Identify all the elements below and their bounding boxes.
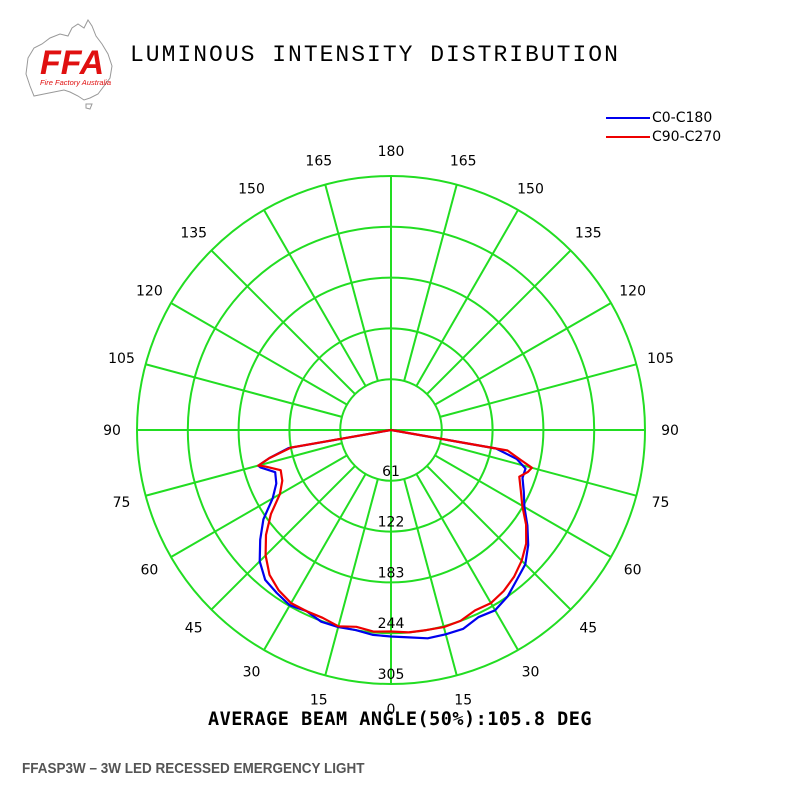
angle-label-left: 180	[378, 144, 405, 160]
logo-text: FFA	[40, 44, 104, 82]
angle-label-left: 45	[185, 620, 203, 636]
grid-spoke	[439, 442, 637, 497]
radial-label-183: 183	[378, 565, 405, 581]
angle-label-left: 105	[108, 351, 135, 367]
angle-label-left: 165	[305, 154, 332, 170]
legend-swatch-c90	[606, 135, 650, 138]
radial-label-244: 244	[378, 616, 405, 632]
legend-item-c90: C90-C270	[606, 127, 721, 146]
polar-labels: 1801651501351201059075604530150165150135…	[103, 144, 679, 718]
series-line-c0-c180	[257, 428, 530, 640]
angle-label-right: 105	[647, 351, 674, 367]
grid-spoke	[403, 478, 458, 676]
grid-spoke	[415, 209, 519, 387]
polar-series	[257, 428, 533, 640]
australia-map-outline	[25, 19, 113, 101]
angle-label-right: 165	[450, 154, 477, 170]
grid-spoke	[145, 442, 343, 497]
grid-spoke	[210, 465, 356, 611]
radial-label-61: 61	[382, 464, 400, 480]
logo-subtext: Fire Factory Australia	[40, 78, 111, 87]
grid-spoke	[263, 473, 367, 651]
angle-label-left: 120	[136, 284, 163, 300]
angle-label-right: 15	[454, 692, 472, 708]
grid-spoke	[426, 465, 572, 611]
angle-label-right: 75	[652, 495, 670, 511]
angle-label-left: 150	[238, 181, 265, 197]
chart-title: LUMINOUS INTENSITY DISTRIBUTION	[130, 42, 620, 68]
grid-spoke	[324, 184, 379, 382]
grid-spoke	[324, 478, 379, 676]
chart-legend: C0-C180 C90-C270	[606, 108, 721, 146]
grid-spoke	[439, 363, 637, 418]
angle-label-left: 60	[140, 563, 158, 579]
grid-spoke	[415, 473, 519, 651]
grid-spoke	[426, 249, 572, 395]
legend-item-c0: C0-C180	[606, 108, 721, 127]
angle-label-left: 75	[113, 495, 131, 511]
product-caption: FFASP3W – 3W LED RECESSED EMERGENCY LIGH…	[22, 760, 365, 777]
angle-label-right: 90	[661, 423, 679, 439]
radial-label-122: 122	[378, 515, 405, 531]
angle-label-right: 120	[619, 284, 646, 300]
series-line-c90-c270	[257, 428, 533, 634]
grid-spoke	[210, 249, 356, 395]
angle-label-right: 150	[517, 181, 544, 197]
ffa-logo: FFA Fire Factory Australia	[25, 19, 113, 110]
grid-spoke	[145, 363, 343, 418]
grid-spoke	[170, 302, 348, 406]
angle-label-left: 15	[310, 692, 328, 708]
angle-label-right: 45	[579, 620, 597, 636]
legend-label-c90: C90-C270	[652, 128, 722, 145]
grid-spoke	[263, 209, 367, 387]
angle-label-left: 0	[387, 702, 396, 718]
polar-grid	[136, 175, 646, 685]
legend-swatch-c0	[606, 116, 650, 119]
grid-spoke	[170, 454, 348, 558]
angle-label-left: 30	[243, 665, 261, 681]
tasmania-outline	[85, 103, 93, 110]
angle-label-left: 90	[103, 423, 121, 439]
beam-angle-text: AVERAGE BEAM ANGLE(50%):105.8 DEG	[207, 709, 593, 730]
grid-spoke	[403, 184, 458, 382]
legend-label-c0: C0-C180	[652, 109, 713, 126]
radial-label-305: 305	[378, 667, 405, 683]
grid-spoke	[434, 302, 612, 406]
angle-label-left: 135	[180, 226, 207, 242]
angle-label-right: 135	[575, 226, 602, 242]
angle-label-right: 30	[522, 665, 540, 681]
angle-label-right: 60	[624, 563, 642, 579]
